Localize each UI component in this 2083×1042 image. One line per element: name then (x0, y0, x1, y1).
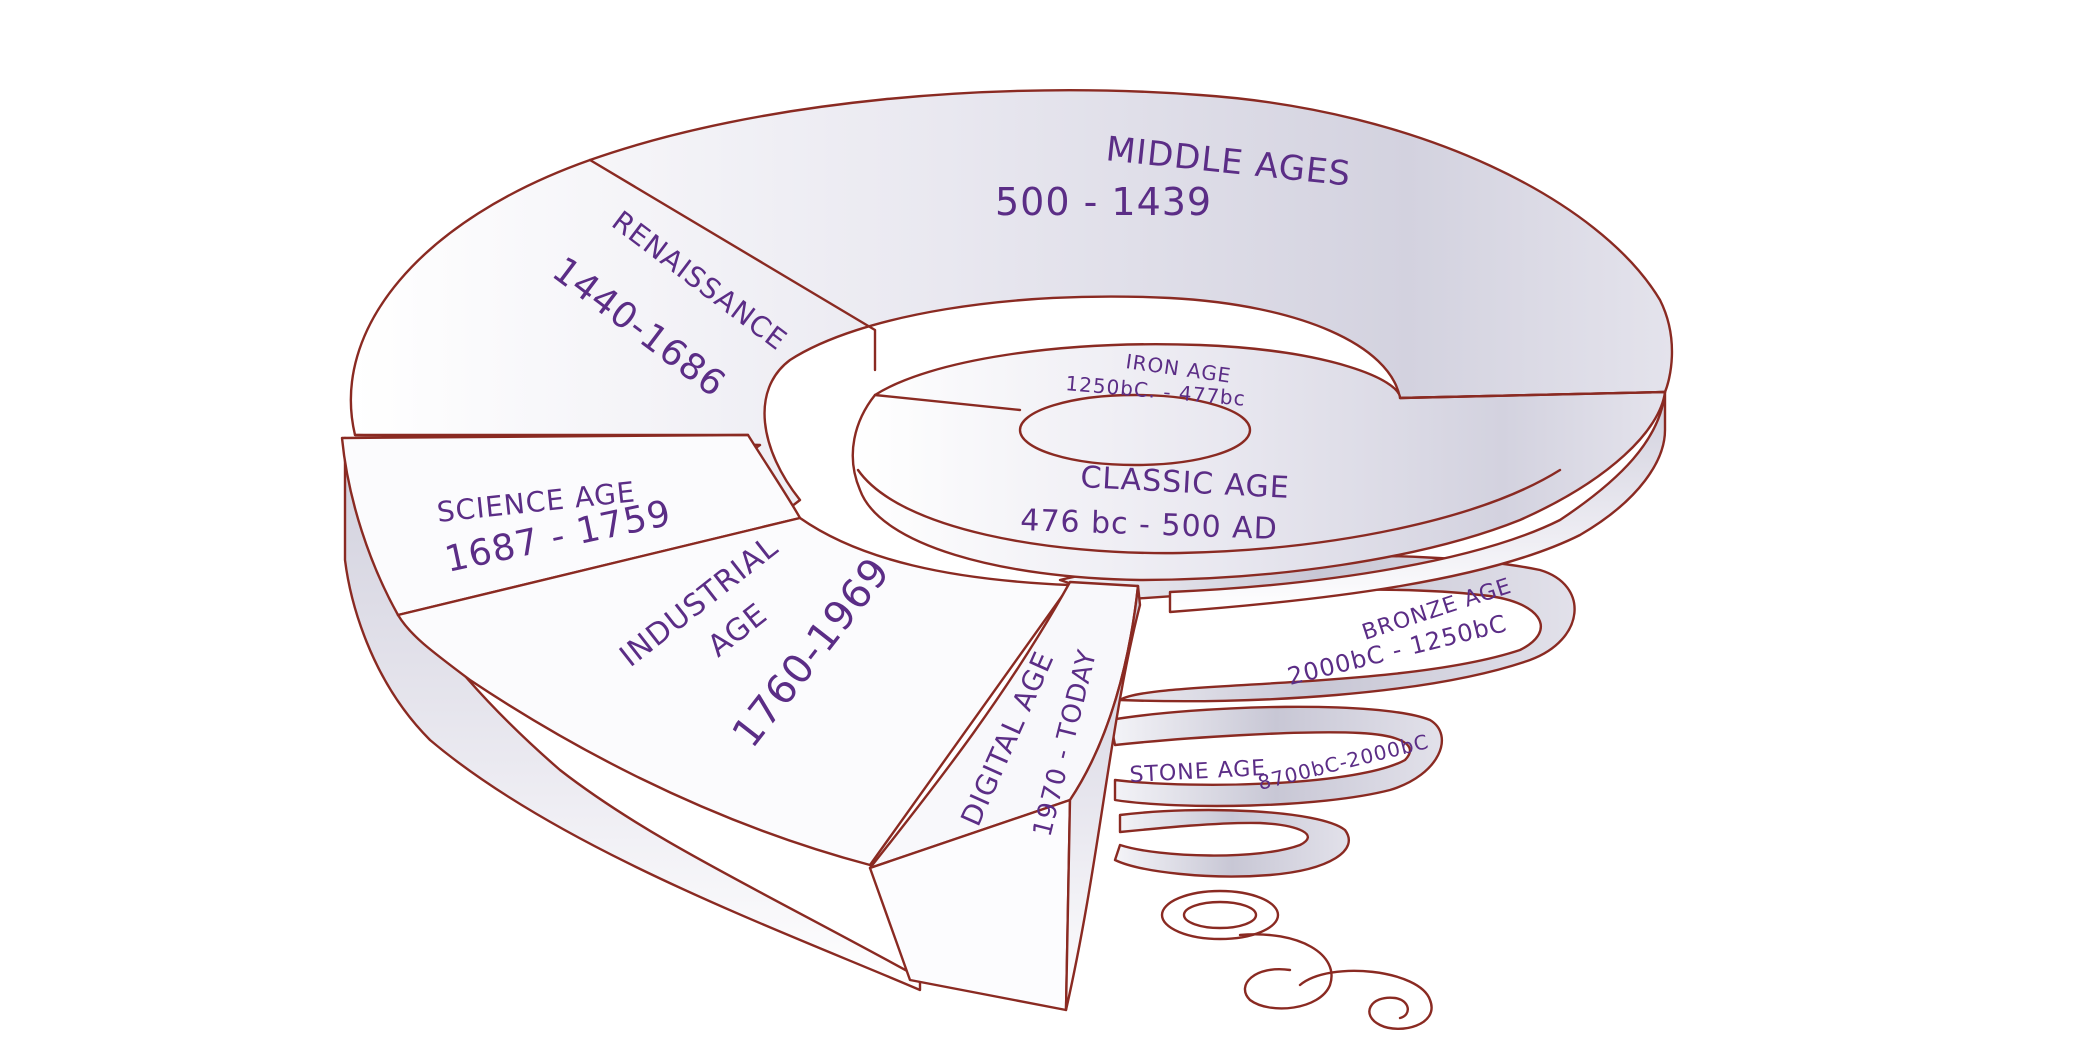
middle-ages-dates: 500 - 1439 (995, 180, 1212, 224)
divider-middle-right (1398, 390, 1667, 400)
divider-middle-renaissance (588, 158, 877, 372)
small-coil-2 (1160, 889, 1280, 941)
iron-age-divider (873, 393, 1022, 412)
stone-age-coil (1108, 705, 1444, 808)
small-coil-2-hole (1182, 900, 1258, 930)
classic-inner-wall (856, 468, 1562, 555)
industrial-age-face (396, 516, 1072, 867)
small-coil-1 (1113, 808, 1351, 878)
small-coil-3 (1238, 933, 1333, 1010)
outer-ring-top (349, 89, 1674, 542)
inner-hole (1018, 393, 1252, 467)
spiral-tail (1298, 969, 1433, 1030)
outer-ring-side-right (1168, 390, 1667, 614)
digital-age-side (1064, 584, 1142, 1012)
classic-age-coil (851, 343, 1667, 582)
digital-age-block (868, 580, 1142, 1012)
